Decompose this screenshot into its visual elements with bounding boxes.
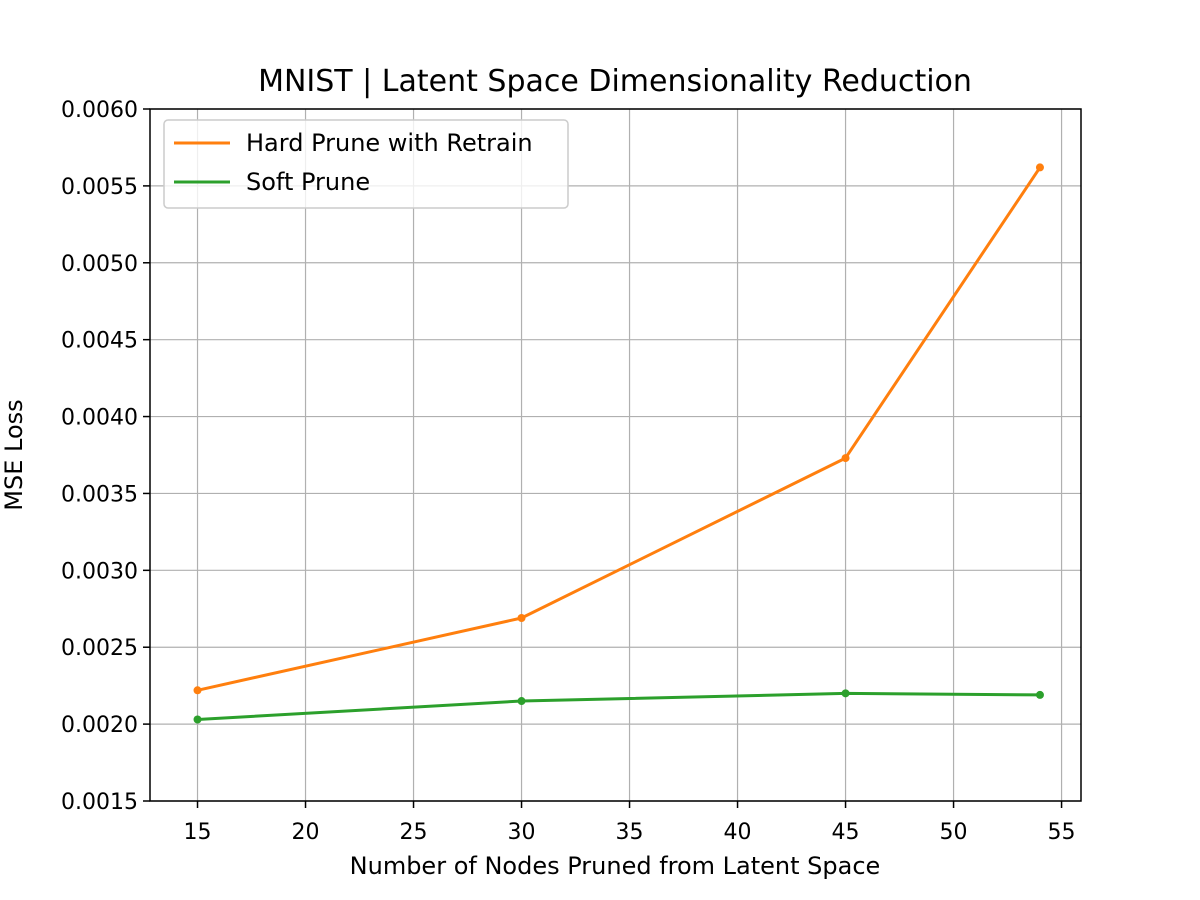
data-point-soft-prune — [193, 715, 202, 724]
x-tick-label: 25 — [400, 820, 428, 845]
legend-box — [163, 119, 569, 209]
y-tick-label: 0.0030 — [61, 559, 138, 584]
ticks: 15 20 25 30 35 40 45 50 55 0.0015 0.0020 0.0025 0.00… — [61, 98, 1076, 845]
y-tick-label: 0.0055 — [61, 175, 138, 200]
legend: Hard Prune with Retrain Soft Prune — [163, 119, 569, 209]
legend-label-soft-prune: Soft Prune — [246, 168, 370, 196]
data-point-hard-prune — [841, 454, 850, 463]
x-tick-label: 35 — [616, 820, 644, 845]
y-tick-label: 0.0025 — [61, 636, 138, 661]
x-tick-label: 45 — [832, 820, 860, 845]
x-tick-label: 55 — [1048, 820, 1076, 845]
data-point-soft-prune — [1035, 690, 1044, 699]
x-tick-label: 50 — [940, 820, 968, 845]
chart-title: MNIST | Latent Space Dimensionality Redu… — [258, 64, 972, 99]
plot-area — [193, 163, 1044, 724]
y-tick-label: 0.0035 — [61, 482, 138, 507]
data-point-hard-prune — [517, 614, 526, 623]
data-point-soft-prune — [517, 697, 526, 706]
x-tick-label: 30 — [508, 820, 536, 845]
y-tick-label: 0.0045 — [61, 329, 138, 354]
y-tick-label: 0.0040 — [61, 406, 138, 431]
data-point-soft-prune — [841, 689, 850, 698]
y-tick-label: 0.0015 — [61, 790, 138, 815]
y-axis-label: MSE Loss — [0, 399, 28, 510]
x-tick-label: 15 — [184, 820, 212, 845]
data-point-hard-prune — [193, 686, 202, 695]
series-line-hard-prune — [197, 166, 1042, 692]
x-axis-label: Number of Nodes Pruned from Latent Space — [350, 852, 881, 880]
series-line-soft-prune — [197, 691, 1041, 721]
y-tick-label: 0.0050 — [61, 252, 138, 277]
y-tick-label: 0.0060 — [61, 98, 138, 123]
data-point-hard-prune — [1035, 163, 1044, 172]
axes-frame — [149, 108, 1082, 802]
y-tick-label: 0.0020 — [61, 713, 138, 738]
x-tick-label: 20 — [292, 820, 320, 845]
legend-label-hard-prune: Hard Prune with Retrain — [246, 129, 533, 157]
x-tick-label: 40 — [724, 820, 752, 845]
